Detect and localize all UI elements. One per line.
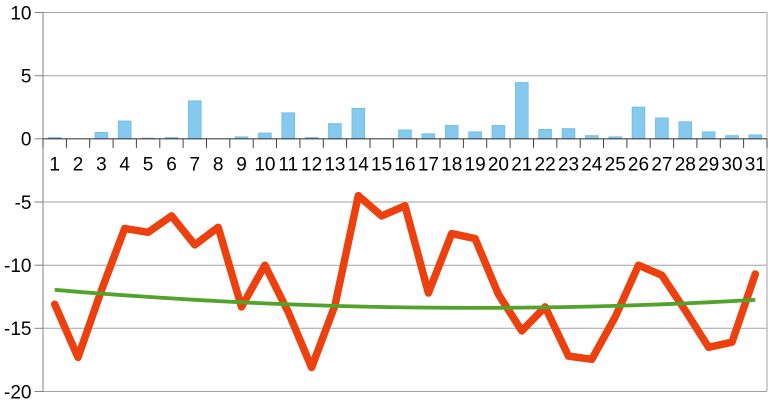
- svg-text:20: 20: [488, 155, 509, 176]
- svg-text:29: 29: [698, 155, 719, 176]
- svg-text:27: 27: [651, 155, 672, 176]
- svg-text:26: 26: [628, 155, 649, 176]
- svg-text:-5: -5: [15, 193, 32, 214]
- svg-text:23: 23: [558, 155, 579, 176]
- svg-text:-15: -15: [4, 319, 31, 340]
- svg-text:25: 25: [605, 155, 626, 176]
- svg-text:2: 2: [73, 155, 84, 176]
- svg-text:0: 0: [21, 130, 32, 151]
- svg-text:22: 22: [535, 155, 556, 176]
- svg-text:15: 15: [371, 155, 392, 176]
- svg-text:5: 5: [143, 155, 154, 176]
- svg-text:16: 16: [394, 155, 415, 176]
- svg-text:10: 10: [10, 3, 31, 24]
- svg-text:-20: -20: [4, 382, 31, 403]
- svg-text:3: 3: [96, 155, 107, 176]
- svg-text:18: 18: [441, 155, 462, 176]
- svg-text:10: 10: [254, 155, 275, 176]
- svg-text:13: 13: [324, 155, 345, 176]
- svg-text:30: 30: [721, 155, 742, 176]
- svg-text:9: 9: [236, 155, 247, 176]
- svg-text:8: 8: [213, 155, 224, 176]
- svg-text:-10: -10: [4, 256, 31, 277]
- svg-text:4: 4: [119, 155, 130, 176]
- svg-text:1: 1: [49, 155, 60, 176]
- svg-text:6: 6: [166, 155, 177, 176]
- svg-text:7: 7: [190, 155, 201, 176]
- svg-text:28: 28: [675, 155, 696, 176]
- svg-text:12: 12: [301, 155, 322, 176]
- svg-text:17: 17: [418, 155, 439, 176]
- svg-text:24: 24: [581, 155, 603, 176]
- svg-text:21: 21: [511, 155, 532, 176]
- svg-text:19: 19: [465, 155, 486, 176]
- svg-text:5: 5: [21, 67, 32, 88]
- svg-text:11: 11: [278, 155, 298, 176]
- svg-text:14: 14: [348, 155, 370, 176]
- svg-text:31: 31: [745, 155, 766, 176]
